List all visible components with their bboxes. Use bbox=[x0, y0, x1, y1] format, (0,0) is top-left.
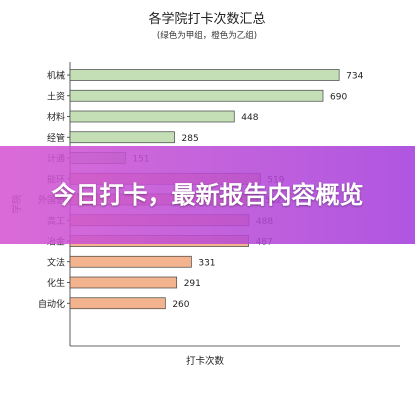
chart-subtitle: (绿色为甲组，橙色为乙组) bbox=[157, 30, 257, 41]
value-label: 448 bbox=[241, 113, 258, 123]
category-label: 机械 bbox=[47, 70, 65, 82]
value-label: 690 bbox=[330, 92, 347, 102]
value-label: 260 bbox=[172, 300, 189, 310]
value-label: 331 bbox=[198, 258, 215, 268]
bar bbox=[69, 131, 175, 144]
banner-text: 今日打卡，最新报告内容概览 bbox=[51, 181, 364, 209]
value-label: 734 bbox=[346, 72, 363, 82]
bar bbox=[69, 110, 235, 123]
bar bbox=[69, 89, 324, 102]
category-label: 经管 bbox=[47, 132, 65, 144]
bar bbox=[69, 297, 166, 310]
category-label: 自动化 bbox=[38, 298, 65, 310]
bar bbox=[69, 69, 340, 81]
category-label: 材料 bbox=[47, 111, 65, 123]
category-label: 土资 bbox=[47, 90, 65, 102]
overlay-banner: 今日打卡，最新报告内容概览 bbox=[0, 146, 415, 244]
x-axis-label: 打卡次数 bbox=[186, 355, 225, 367]
bar bbox=[69, 255, 192, 268]
value-label: 291 bbox=[184, 279, 201, 289]
category-label: 文法 bbox=[47, 256, 65, 268]
value-label: 285 bbox=[182, 134, 199, 144]
bar bbox=[69, 276, 178, 289]
category-label: 化生 bbox=[47, 277, 65, 289]
chart-title: 各学院打卡次数汇总 bbox=[148, 11, 265, 27]
